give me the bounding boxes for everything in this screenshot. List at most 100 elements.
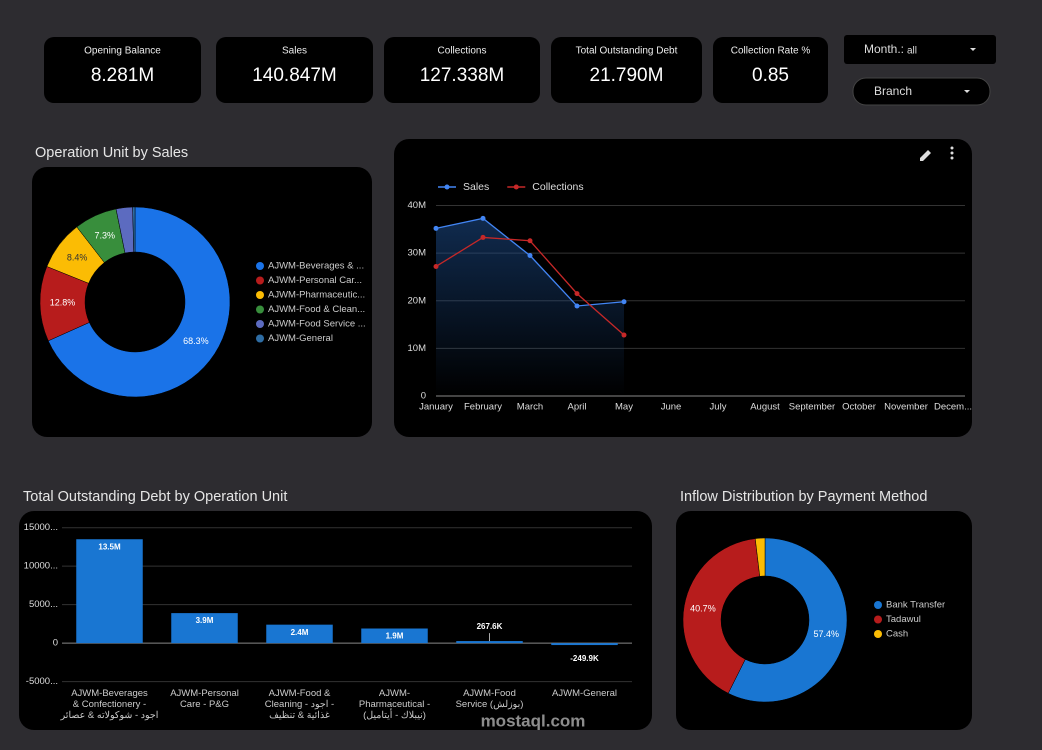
month-value: all	[907, 46, 917, 57]
legend-label: Bank Transfer	[886, 600, 945, 611]
bar	[456, 641, 523, 644]
legend-marker	[256, 305, 264, 314]
bar	[361, 628, 428, 644]
kpi-label: Sales	[282, 46, 307, 57]
menu-dot[interactable]	[950, 146, 954, 150]
x-tick-label: June	[661, 402, 682, 413]
menu-dot[interactable]	[950, 156, 954, 160]
data-label: -249.9K	[570, 654, 599, 663]
x-tick-label: September	[789, 402, 835, 413]
x-tick-label: AJWM-Personal Care - P&G	[170, 688, 239, 710]
watermark: mostaql.com	[481, 711, 586, 730]
card-icons	[920, 146, 954, 161]
month-label: Month.:	[864, 42, 904, 56]
donut-slice	[754, 537, 766, 577]
legend-marker	[444, 184, 450, 190]
kpi-value: 140.847M	[252, 65, 337, 86]
x-tick-label: July	[710, 402, 727, 413]
data-point	[527, 253, 533, 259]
legend-marker	[256, 320, 264, 328]
y-tick-label: 40M	[408, 200, 427, 211]
kpi-card	[551, 37, 702, 103]
data-point	[433, 225, 439, 231]
data-point	[574, 291, 580, 297]
chart-title: Operation Unit by Sales	[35, 145, 188, 161]
x-tick-label: April	[567, 402, 586, 413]
bar	[551, 643, 618, 646]
kpi-card	[216, 37, 373, 103]
legend-label: AJWM-Beverages & ...	[268, 261, 364, 272]
branch-label: Branch	[874, 84, 912, 98]
donut-slice	[727, 537, 848, 703]
y-tick-label: 0	[421, 391, 426, 402]
data-label: 57.4%	[814, 629, 840, 639]
kpi-value: 127.338M	[420, 65, 505, 86]
donut-slice	[132, 206, 136, 253]
x-tick-label: AJWM-Beverages & Confectionery -اجود - شو…	[60, 688, 159, 721]
x-tick-label: AJWM-Food & Cleaning - اجود -غذائية & تنظ…	[265, 688, 334, 721]
legend-label: AJWM-Pharmaceutic...	[268, 290, 365, 301]
y-tick-label: 15000...	[24, 522, 58, 533]
x-tick-label: AJWM-General	[552, 688, 617, 699]
data-point	[574, 303, 580, 309]
kpi-card	[713, 37, 828, 103]
legend-label: AJWM-Food Service ...	[268, 319, 366, 330]
kpi-value: 8.281M	[91, 65, 154, 86]
x-tick-label: AJWM-Pharmaceutical -(نيبلاك - أيتاميل)	[359, 688, 430, 721]
legend-label: Tadawul	[886, 614, 921, 625]
x-tick-label: AJWM-Food Service (بوزلش)	[456, 688, 524, 710]
filters: Month.: all Branch	[844, 35, 996, 106]
legend-marker	[256, 276, 264, 285]
legend-label: Cash	[886, 629, 908, 640]
data-point	[480, 215, 486, 221]
donut-slice	[47, 206, 231, 398]
kpi-label: Collection Rate %	[731, 46, 811, 57]
kpi-label: Collections	[438, 46, 487, 57]
data-point	[621, 332, 627, 338]
legend-label: AJWM-General	[268, 333, 333, 344]
kpi-card	[44, 37, 201, 103]
legend-label: AJWM-Personal Car...	[268, 275, 362, 286]
chart-title: Inflow Distribution by Payment Method	[680, 489, 927, 505]
legend-marker	[256, 291, 264, 299]
data-label: 68.3%	[183, 336, 209, 346]
dropdown-caret	[970, 48, 976, 51]
data-point	[480, 234, 486, 240]
x-tick-label: August	[750, 402, 780, 413]
edit-icon[interactable]	[920, 150, 931, 161]
x-tick-label: November	[884, 402, 928, 413]
kpi-label: Total Outstanding Debt	[576, 46, 678, 57]
data-label: 13.5M	[98, 542, 121, 551]
series-area	[436, 218, 624, 396]
legend-marker	[874, 601, 882, 609]
data-label: 2.4M	[291, 628, 309, 637]
x-tick-label: January	[419, 402, 453, 413]
legend-marker	[256, 262, 264, 270]
legend-marker	[874, 630, 882, 638]
y-tick-label: 30M	[408, 248, 427, 259]
y-tick-label: 5000...	[29, 599, 58, 610]
dropdown-caret	[964, 90, 970, 93]
donut-slice	[682, 538, 761, 694]
legend-marker	[874, 615, 882, 624]
data-label: 8.4%	[67, 253, 88, 263]
bar	[266, 624, 333, 644]
x-tick-label: October	[842, 402, 876, 413]
month-dropdown[interactable]	[844, 35, 996, 64]
branch-dropdown[interactable]	[852, 77, 991, 106]
data-label: 12.8%	[50, 298, 76, 308]
menu-dot[interactable]	[950, 151, 954, 155]
x-tick-label: May	[615, 402, 633, 413]
legend-label: Collections	[532, 181, 583, 193]
chart-title: Total Outstanding Debt by Operation Unit	[23, 489, 287, 505]
y-tick-label: 10M	[408, 343, 427, 354]
data-point	[527, 238, 533, 244]
bar	[76, 539, 143, 644]
y-tick-label: 10000...	[24, 561, 58, 572]
legend-marker	[256, 334, 264, 343]
x-tick-label: Decem...	[934, 402, 972, 413]
data-label: 7.3%	[94, 230, 115, 240]
data-label: 40.7%	[690, 604, 716, 614]
x-tick-label: February	[464, 402, 502, 413]
